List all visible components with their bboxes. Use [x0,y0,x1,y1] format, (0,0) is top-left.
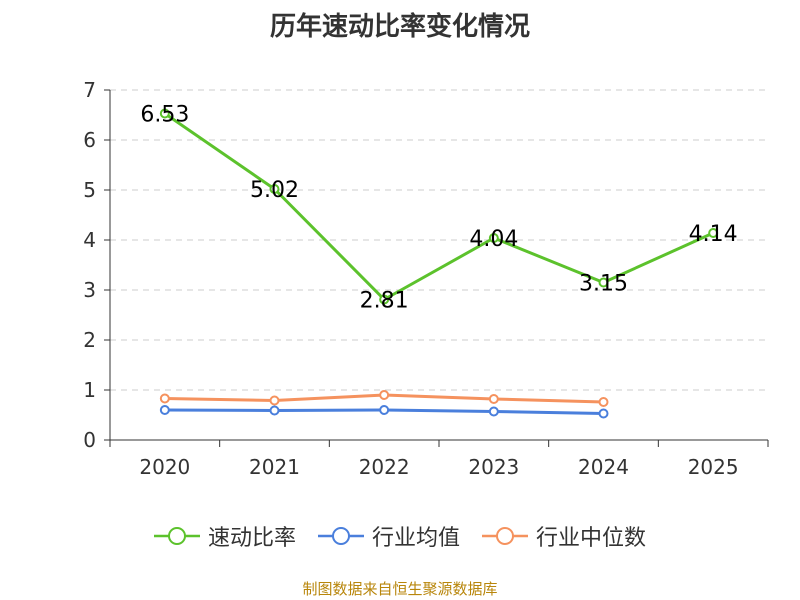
series-lines [159,108,719,419]
data-point-s1-2023 [488,406,499,417]
data-point-s0-2025 [708,228,719,238]
data-point-s2-2022 [379,390,390,400]
x-tick-label-2021: 2021 [249,455,300,479]
x-tick-label-2025: 2025 [688,455,739,479]
legend-item-quick-ratio[interactable]: 速动比率 [153,520,296,552]
y-tick-label-3: 3 [83,278,96,302]
x-tick-label-2023: 2023 [468,455,519,479]
y-tick-label-7: 7 [83,78,96,102]
legend-marker-quick-ratio [153,527,200,545]
data-label-2020: 6.53 [140,103,189,128]
legend-label-quick-ratio: 速动比率 [207,526,296,551]
data-source-note: 制图数据来自恒生聚源数据库 [302,580,498,598]
chart-title: 历年速动比率变化情况 [269,12,530,42]
x-tick-label-2022: 2022 [359,455,410,479]
data-point-s2-2023 [488,394,499,404]
legend-marker-industry-mean [317,527,364,545]
series-line-0 [163,112,714,301]
data-label-2024: 3.15 [579,272,628,297]
data-label-2022: 2.81 [360,289,409,314]
y-tick-label-4: 4 [83,228,96,252]
legend-label-industry-median: 行业中位数 [536,526,647,551]
data-point-s1-2020 [159,405,170,415]
y-tick-label-6: 6 [83,128,96,152]
y-tick-label-0: 0 [83,428,96,452]
data-point-s2-2020 [159,393,170,404]
x-tick-label-2024: 2024 [578,455,629,479]
data-label-2025: 4.14 [689,222,738,247]
legend: 速动比率 行业均值 行业中位数 [0,520,800,552]
y-tick-label-5: 5 [83,178,96,202]
data-point-s1-2022 [379,405,390,415]
legend-item-industry-mean[interactable]: 行业均值 [317,520,460,552]
data-label-2023: 4.04 [469,227,518,252]
y-tick-label-2: 2 [83,328,96,352]
data-point-s0-2020 [159,108,170,119]
data-point-s1-2024 [598,408,609,419]
x-tick-label-2020: 2020 [139,455,190,479]
data-labels: 6.53 5.02 2.81 4.04 3.15 4.14 [140,103,737,314]
data-point-s1-2021 [269,405,280,416]
data-point-s2-2021 [269,395,280,406]
gridlines [110,89,768,391]
axes: 0 1 2 3 4 5 6 7 2020 2021 2022 2023 2024 2025 [83,78,769,479]
legend-item-industry-median[interactable]: 行业中位数 [482,520,646,552]
y-tick-label-1: 1 [83,378,96,402]
legend-marker-industry-median [482,527,528,545]
data-point-s0-2024 [598,277,609,288]
data-point-s0-2022 [379,294,390,305]
data-point-s0-2023 [488,233,499,243]
data-point-s0-2021 [269,184,280,194]
data-point-s2-2024 [598,397,609,407]
data-label-2021: 5.02 [250,178,299,203]
legend-label-industry-mean: 行业均值 [371,526,460,551]
